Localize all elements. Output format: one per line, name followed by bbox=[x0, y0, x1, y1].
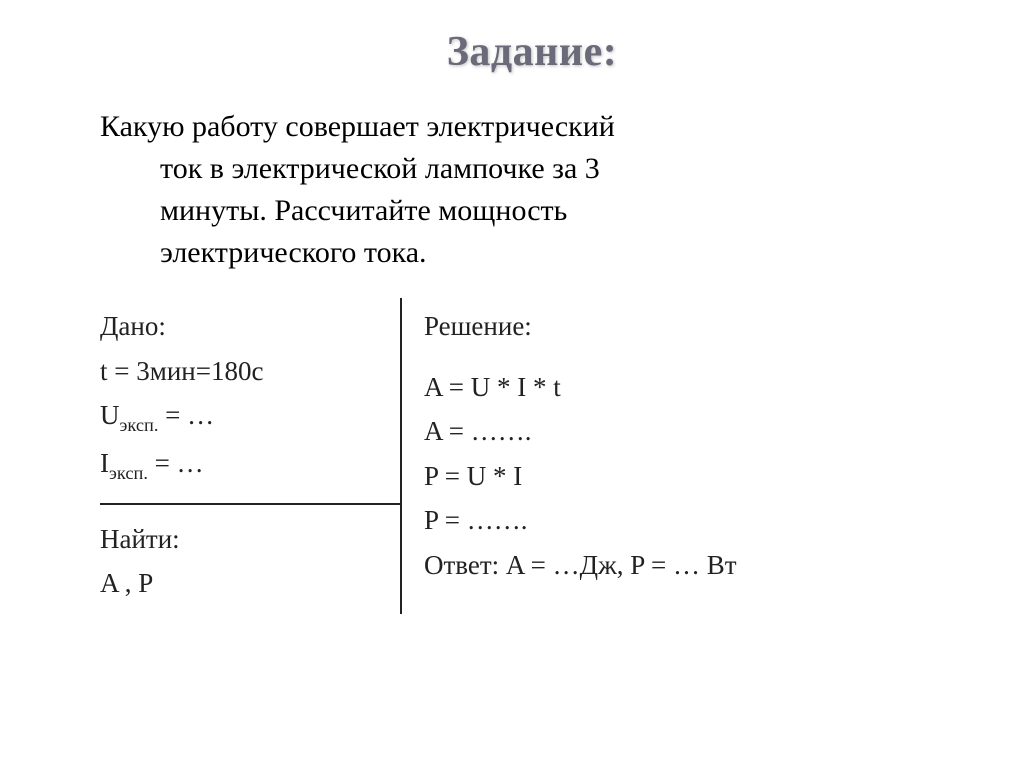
worksheet: Дано: t = 3мин=180с Uэксп. = … Iэксп. = … bbox=[100, 298, 964, 614]
solution-heading: Решение: bbox=[424, 306, 964, 347]
given-i: Iэксп. = … bbox=[100, 443, 384, 487]
given-heading: Дано: bbox=[100, 306, 384, 347]
given-block: Дано: t = 3мин=180с Uэксп. = … Iэксп. = … bbox=[100, 298, 400, 503]
solution-eq2: A = ……. bbox=[424, 411, 964, 452]
left-column: Дано: t = 3мин=180с Uэксп. = … Iэксп. = … bbox=[100, 298, 400, 614]
given-i-symbol: I bbox=[100, 448, 109, 478]
given-t: t = 3мин=180с bbox=[100, 351, 384, 392]
spacer bbox=[424, 351, 964, 363]
problem-line-3: минуты. Рассчитайте мощность bbox=[100, 190, 964, 232]
solution-eq3: P = U * I bbox=[424, 456, 964, 497]
given-u-sub: эксп. bbox=[120, 415, 159, 435]
solution-answer: Ответ: A = …Дж, P = … Вт bbox=[424, 545, 964, 586]
find-items: A , P bbox=[100, 563, 384, 604]
solution-block: Решение: A = U * I * t A = ……. P = U * I… bbox=[402, 298, 964, 614]
problem-text: Какую работу совершает электрический ток… bbox=[100, 106, 964, 274]
solution-eq4: P = ……. bbox=[424, 500, 964, 541]
given-u: Uэксп. = … bbox=[100, 395, 384, 439]
solution-eq1: A = U * I * t bbox=[424, 367, 964, 408]
slide: Задание: Какую работу совершает электрич… bbox=[0, 0, 1024, 768]
problem-line-2: ток в электрической лампочке за 3 bbox=[100, 148, 964, 190]
problem-line-4: электрического тока. bbox=[100, 232, 964, 274]
find-heading: Найти: bbox=[100, 519, 384, 560]
given-i-rest: = … bbox=[148, 448, 204, 478]
slide-title: Задание: bbox=[100, 28, 964, 76]
given-u-rest: = … bbox=[158, 400, 214, 430]
problem-line-1: Какую работу совершает электрический bbox=[100, 110, 615, 143]
find-block: Найти: A , P bbox=[100, 503, 400, 614]
given-u-symbol: U bbox=[100, 400, 120, 430]
given-i-sub: эксп. bbox=[109, 463, 148, 483]
